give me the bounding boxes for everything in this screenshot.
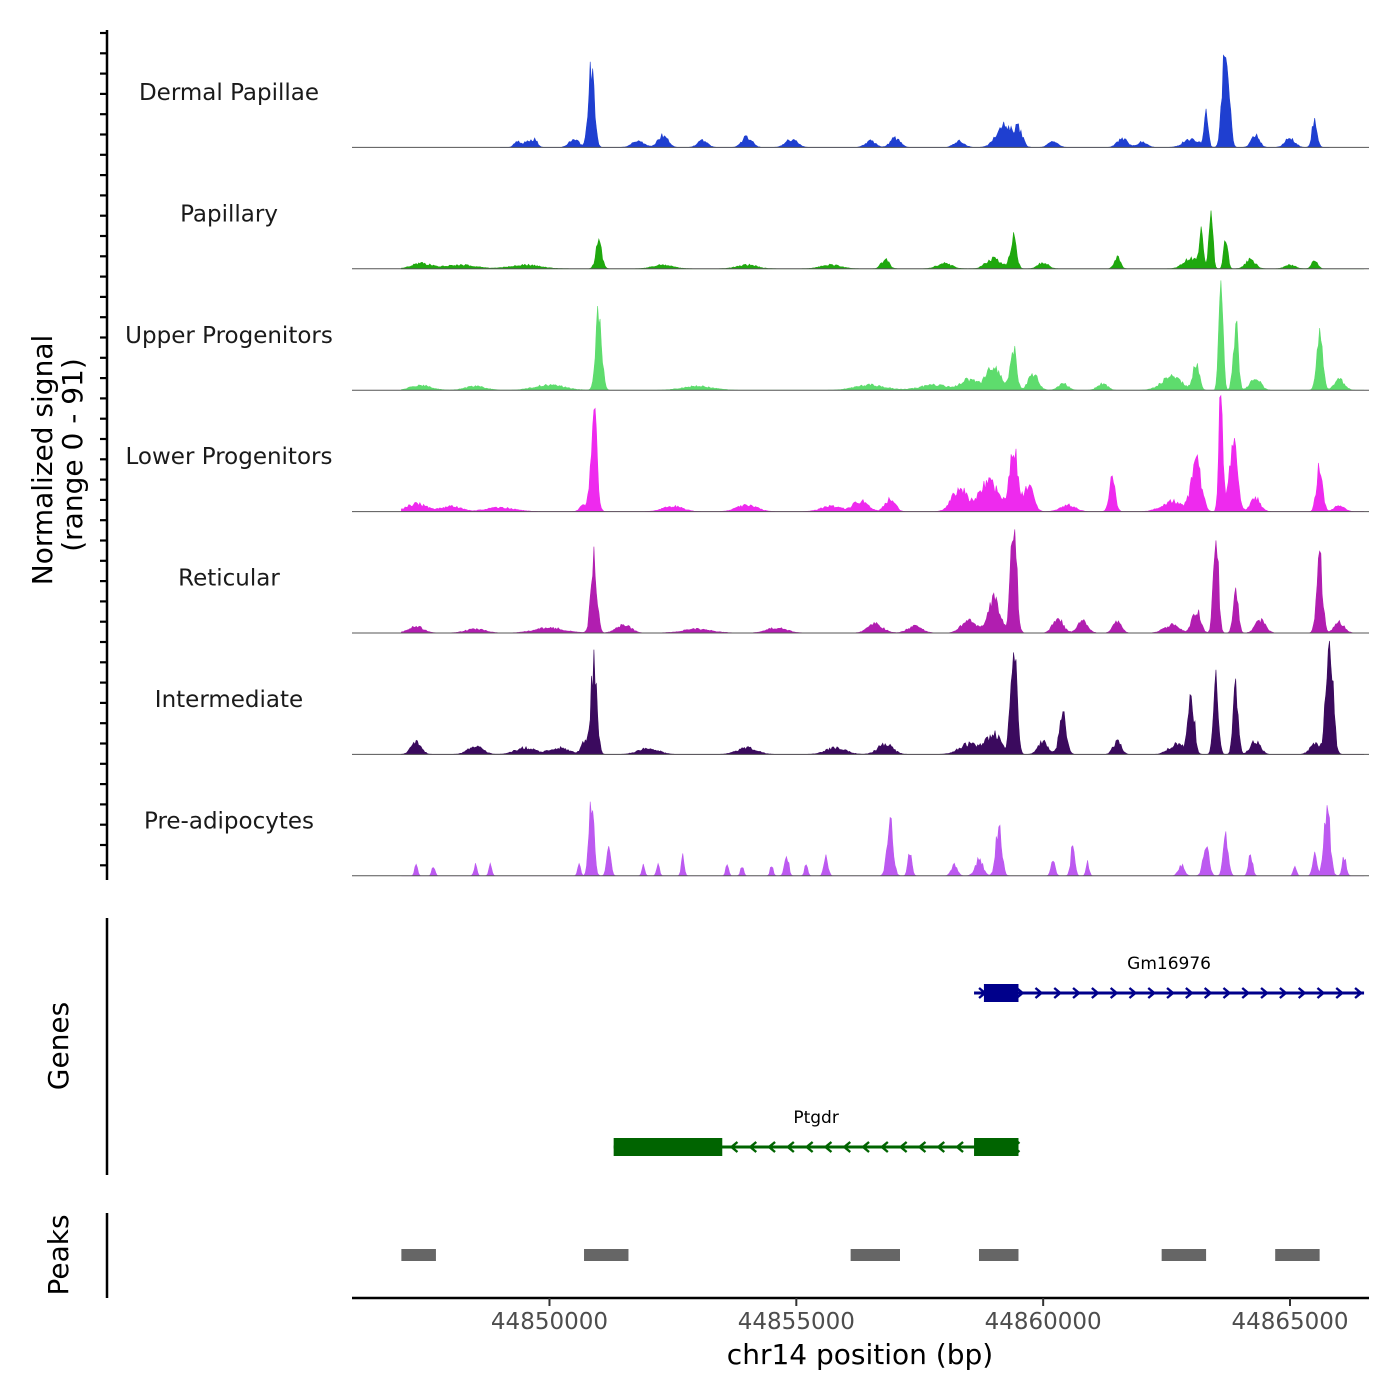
peaks-track <box>401 1249 1320 1261</box>
strand-arrow <box>1072 987 1081 999</box>
strand-arrow <box>1034 987 1044 999</box>
strand-arrow <box>1109 987 1119 999</box>
strand-arrow <box>1279 987 1288 999</box>
genes-panel-label: Genes <box>42 1002 75 1090</box>
strand-arrow <box>1128 987 1138 999</box>
track-label: Pre-adipocytes <box>144 808 314 834</box>
track-upper-progenitors: Upper Progenitors <box>125 280 1369 391</box>
x-tick-label: 44850000 <box>491 1309 608 1335</box>
gene-exon <box>974 1138 1019 1156</box>
track-papillary: Papillary <box>180 201 1369 270</box>
strand-arrow <box>748 1141 758 1153</box>
x-axis-label: chr14 position (bp) <box>727 1338 993 1371</box>
track-label: Dermal Papillae <box>139 80 319 106</box>
peaks-panel-label: Peaks <box>42 1214 75 1295</box>
strand-arrow <box>842 1141 852 1153</box>
gene-ptgdr: Ptgdr <box>613 1108 1021 1156</box>
track-label: Reticular <box>178 566 280 592</box>
track-label: Intermediate <box>155 687 303 713</box>
strand-arrow <box>1260 987 1269 999</box>
strand-arrow <box>1297 987 1307 999</box>
coverage-y-ticks <box>100 31 107 867</box>
x-tick-label: 44860000 <box>985 1309 1102 1335</box>
x-ticks: 44850000 44855000 44860000 44865000 <box>491 1298 1349 1335</box>
strand-arrow <box>1015 987 1025 999</box>
strand-arrow <box>804 1141 814 1153</box>
signal-area <box>401 210 1365 270</box>
x-tick-label: 44865000 <box>1231 1309 1348 1335</box>
peak-region <box>850 1249 900 1261</box>
strand-arrow <box>1222 987 1232 999</box>
strand-arrow <box>917 1141 927 1153</box>
signal-area <box>401 640 1365 755</box>
gene-exon <box>613 1138 723 1156</box>
strand-arrow <box>1053 987 1063 999</box>
strand-arrow <box>767 1141 776 1153</box>
signal-area <box>401 801 1365 877</box>
track-lower-progenitors: Lower Progenitors <box>126 394 1369 513</box>
x-tick-label: 44855000 <box>738 1309 855 1335</box>
strand-arrow <box>1203 987 1213 999</box>
strand-arrow <box>1185 987 1194 999</box>
peak-region <box>1161 1249 1207 1261</box>
strand-arrow <box>955 1141 964 1153</box>
strand-arrow <box>1166 987 1175 999</box>
strand-arrow <box>823 1141 833 1153</box>
track-pre-adipocytes: Pre-adipocytes <box>144 801 1369 877</box>
strand-arrow <box>879 1141 889 1153</box>
peak-region <box>978 1249 1019 1261</box>
gene-gm16976: Gm16976 <box>974 954 1365 1002</box>
gene-label: Gm16976 <box>1127 954 1211 974</box>
track-reticular: Reticular <box>178 529 1369 634</box>
track-label: Papillary <box>180 201 278 227</box>
gene-exon <box>983 984 1019 1002</box>
track-label: Lower Progenitors <box>126 444 333 470</box>
strand-arrow <box>729 1141 739 1153</box>
strand-arrow <box>861 1141 870 1153</box>
strand-arrow <box>785 1141 795 1153</box>
coverage-tracks: Dermal Papillae Papillary Upper Progenitor… <box>125 54 1369 877</box>
strand-arrow <box>1354 987 1363 999</box>
peak-region <box>1275 1249 1320 1261</box>
x-axis: 44850000 44855000 44860000 44865000 <box>352 1296 1369 1335</box>
track-dermal-papillae: Dermal Papillae <box>139 54 1369 148</box>
gene-label: Ptgdr <box>793 1108 839 1128</box>
strand-arrow <box>1316 987 1326 999</box>
peak-region <box>401 1249 436 1261</box>
peak-region <box>584 1249 629 1261</box>
strand-arrow <box>1147 987 1157 999</box>
strand-arrow <box>936 1141 946 1153</box>
track-label: Upper Progenitors <box>125 323 333 349</box>
strand-arrow <box>1091 987 1100 999</box>
strand-arrow <box>1335 987 1345 999</box>
signal-area <box>401 529 1365 634</box>
track-intermediate: Intermediate <box>155 640 1369 755</box>
signal-area <box>401 394 1365 512</box>
genes-track: Gm16976 Ptgdr <box>613 954 1365 1156</box>
coverage-y-range: (range 0 - 91) <box>56 358 89 552</box>
signal-area <box>401 280 1365 391</box>
strand-arrow <box>1241 987 1251 999</box>
coverage-y-label: Normalized signal <box>26 335 59 586</box>
coverage-y-axis <box>100 30 109 880</box>
strand-arrow <box>898 1141 908 1153</box>
signal-area <box>500 54 1330 148</box>
